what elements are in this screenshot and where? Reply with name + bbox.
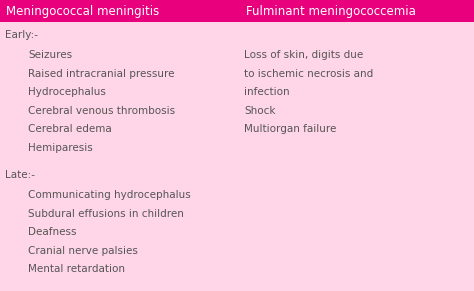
- Text: Hydrocephalus: Hydrocephalus: [28, 87, 106, 97]
- Text: Cranial nerve palsies: Cranial nerve palsies: [28, 246, 138, 255]
- Text: Mental retardation: Mental retardation: [28, 264, 125, 274]
- Text: Multiorgan failure: Multiorgan failure: [244, 124, 337, 134]
- Text: Cerebral edema: Cerebral edema: [28, 124, 112, 134]
- Text: Cerebral venous thrombosis: Cerebral venous thrombosis: [28, 106, 175, 116]
- Bar: [0, 0, 474, 22]
- Text: Deafness: Deafness: [28, 227, 76, 237]
- Text: Meningococcal meningitis: Meningococcal meningitis: [6, 4, 159, 17]
- Text: Late:-: Late:-: [5, 170, 35, 180]
- Text: Hemiparesis: Hemiparesis: [28, 143, 93, 153]
- Text: Communicating hydrocephalus: Communicating hydrocephalus: [28, 190, 191, 200]
- Text: Loss of skin, digits due: Loss of skin, digits due: [244, 50, 364, 60]
- Text: Seizures: Seizures: [28, 50, 72, 60]
- Text: Shock: Shock: [244, 106, 275, 116]
- Text: Raised intracranial pressure: Raised intracranial pressure: [28, 69, 174, 79]
- Text: Early:-: Early:-: [5, 30, 38, 40]
- Text: Subdural effusions in children: Subdural effusions in children: [28, 209, 184, 219]
- Text: to ischemic necrosis and: to ischemic necrosis and: [244, 69, 374, 79]
- Text: infection: infection: [244, 87, 290, 97]
- Text: Fulminant meningococcemia: Fulminant meningococcemia: [246, 4, 416, 17]
